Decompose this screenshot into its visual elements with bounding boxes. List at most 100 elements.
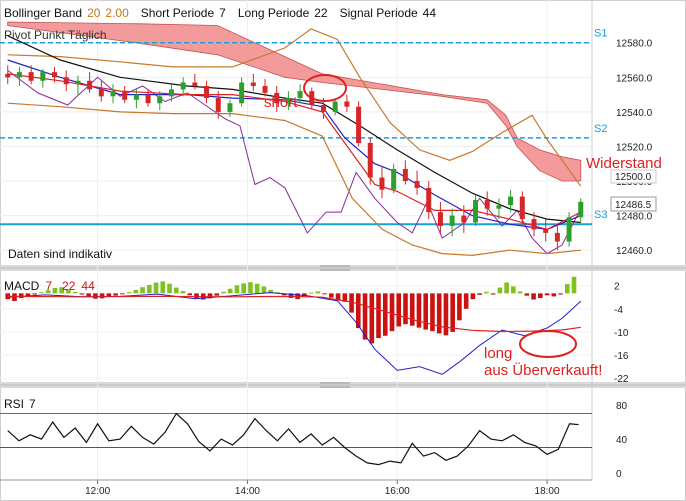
price-annotations: short Widerstand 12500.0 12486.5 (264, 74, 662, 212)
candlesticks (5, 65, 584, 251)
widerstand-annotation: Widerstand (586, 155, 662, 172)
rsi-tick-label: 40 (616, 435, 628, 446)
macd-histogram-bar (106, 293, 112, 297)
macd-histogram-bar (497, 287, 503, 294)
price-tick-label: 12540.0 (616, 108, 653, 119)
macd-histogram-bar (308, 292, 314, 294)
macd-histogram-bar (160, 281, 166, 294)
macd-histogram-bar (349, 293, 354, 313)
macd-histogram-bar (376, 293, 381, 339)
candle-body (356, 106, 362, 143)
candle-body (414, 181, 420, 188)
short-label: Short Periode (141, 6, 215, 20)
pivot-label: Pivot Punkt Täglich (4, 28, 107, 42)
macd-legend: MACD 7 22 44 long aus Überverkauft! (4, 279, 602, 379)
candle-body (122, 91, 128, 100)
price-tick-label: 12520.0 (616, 142, 653, 153)
macd-histogram-bar (187, 293, 193, 296)
macd-histogram-bar (133, 289, 139, 294)
macd-histogram-bar (248, 282, 253, 294)
candle-body (543, 229, 549, 233)
last-price-box (610, 196, 657, 212)
macd-histogram-bar (234, 285, 240, 294)
candle-body (519, 196, 525, 220)
bb-p2: 2.00 (105, 6, 129, 20)
macd-histogram-bar (153, 282, 159, 294)
candle-body (531, 219, 537, 230)
macd-histogram-bar (173, 287, 179, 294)
price-tick-label: 12480.0 (616, 212, 653, 223)
candle-body (239, 82, 245, 104)
macd-histogram-bar (463, 293, 469, 309)
macd-histogram-bar (484, 291, 489, 294)
candle-body (192, 82, 198, 86)
bollinger-lower-line (7, 102, 581, 257)
candle-body (332, 101, 338, 112)
candle-body (379, 177, 385, 190)
macd-histogram-bar (140, 287, 145, 294)
macd-histogram-bar (66, 289, 71, 294)
bollinger-mid-line (7, 73, 582, 231)
candle-body (426, 187, 432, 213)
long-annotation: long aus Überverkauft! (484, 345, 602, 379)
price-indicator-lines (7, 28, 582, 257)
candle-body (578, 201, 584, 218)
macd-histogram-bar (450, 293, 455, 332)
price-tick-label: 12560.0 (616, 73, 653, 84)
candle-body (473, 200, 479, 223)
macd-histogram-bar (430, 293, 435, 332)
candle-body (449, 215, 455, 226)
macd-histogram-bar (113, 293, 118, 296)
candle-body (461, 215, 467, 223)
candle-body (215, 98, 221, 112)
x-tick-label: 12:00 (85, 486, 110, 497)
candle-body (274, 92, 280, 104)
rsi-legend: RSI 7 (4, 397, 36, 411)
candle-body (391, 168, 397, 190)
macd-histogram-bar (167, 283, 172, 294)
candle-body (98, 89, 104, 97)
candle-body (250, 82, 256, 86)
candle-body (145, 94, 151, 104)
candle-body (28, 72, 34, 81)
candle-body (297, 91, 303, 99)
macd-tick-label: 2 (614, 282, 620, 293)
macd-histogram-bar (302, 293, 307, 297)
bb-p1: 20 (87, 6, 101, 20)
candle-body (63, 77, 69, 85)
candle-body (133, 94, 139, 100)
candle-body (566, 217, 572, 242)
macd-histogram-bar (551, 293, 557, 297)
price-tick-label: 12460.0 (616, 246, 653, 257)
macd-histogram-bar (382, 293, 388, 336)
rsi-param: 7 (29, 397, 36, 411)
candle-body (75, 80, 81, 85)
signal-label: Signal Periode (340, 6, 418, 20)
macd-histogram-bar (72, 291, 78, 294)
purple-indicator-line (7, 70, 582, 255)
macd-histogram-bar (221, 291, 226, 294)
macd-histogram-bar (207, 293, 213, 299)
candle-body (262, 85, 268, 93)
long-ma-line (7, 35, 581, 224)
macd-histogram-bar (180, 291, 186, 294)
long-val: 22 (314, 6, 328, 20)
x-tick-label: 14:00 (235, 486, 260, 497)
macd-histogram-bar (281, 293, 287, 296)
macd-histogram-bar (335, 293, 341, 301)
macd-histogram-bar (544, 293, 550, 296)
macd-histogram-bar (322, 293, 327, 295)
macd-histogram-bar (477, 293, 482, 295)
candle-body (204, 85, 210, 99)
macd-tick-label: -4 (614, 305, 623, 316)
macd-histogram-bar (268, 289, 273, 294)
candle-body (508, 196, 514, 206)
macd-histogram-bar (396, 293, 402, 327)
disclaimer-text: Daten sind indikativ (8, 247, 112, 261)
x-axis-ticks: 12:00 14:00 16:00 18:00 (0, 479, 592, 497)
macd-histogram-bar (120, 293, 125, 295)
macd-param-3: 44 (81, 279, 95, 293)
x-tick-label: 18:00 (535, 486, 560, 497)
